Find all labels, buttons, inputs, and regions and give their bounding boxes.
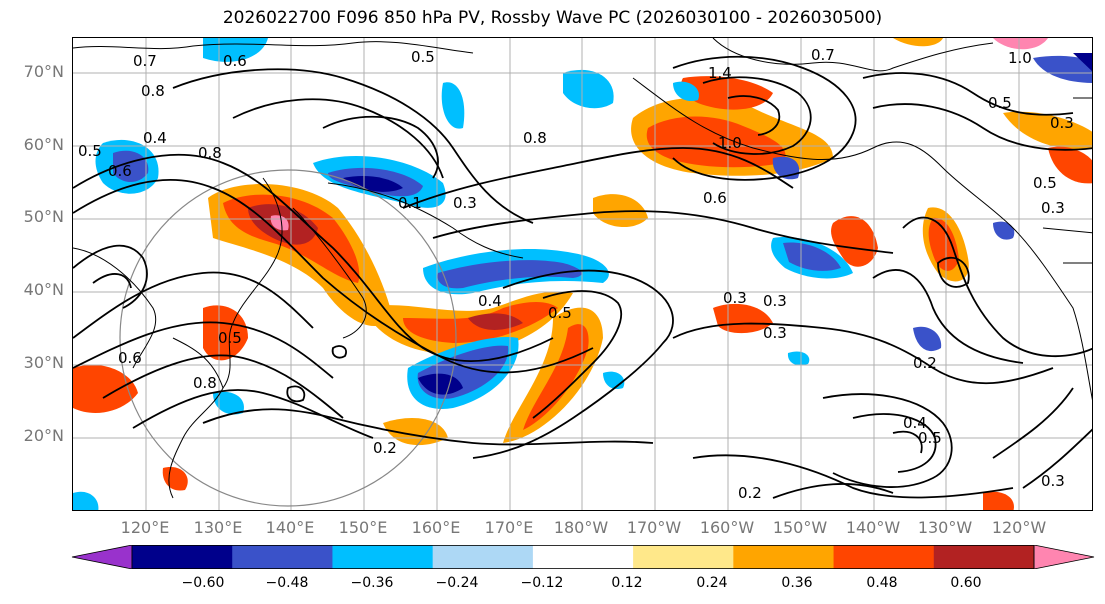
lat-label-60n: 60°N — [23, 135, 64, 154]
colorbar-cell — [232, 545, 333, 569]
colorbar-cell — [332, 545, 434, 569]
map-panel: 0.7 0.6 0.8 0.5 0.4 0.5 0.6 0.8 0.1 0.3 … — [72, 37, 1093, 511]
lon-label-150e: 150°E — [338, 518, 388, 537]
colorbar-tick: −0.12 — [520, 575, 564, 591]
lon-label-130w: 130°W — [917, 518, 973, 537]
lon-label-120w: 120°W — [991, 518, 1047, 537]
contour-label: 0.5 — [918, 429, 942, 447]
pv-contours — [73, 55, 1092, 499]
colorbar-cells — [71, 545, 1095, 569]
colorbar-cell — [633, 545, 734, 569]
colorbar-tick: −0.36 — [350, 575, 394, 591]
contour-label: 0.3 — [1041, 199, 1065, 217]
contour-label: 1.4 — [708, 64, 732, 82]
contour-label: 0.5 — [988, 94, 1012, 112]
colorbar-extend-min — [71, 545, 133, 569]
contour-label: 0.8 — [141, 82, 165, 100]
contour-label: 0.3 — [1050, 114, 1074, 132]
lon-label-130e: 130°E — [193, 518, 243, 537]
map-canvas: 0.7 0.6 0.8 0.5 0.4 0.5 0.6 0.8 0.1 0.3 … — [73, 38, 1092, 510]
colorbar-cell — [933, 545, 1035, 569]
contour-label: 0.8 — [193, 374, 217, 392]
lon-label-170w: 170°W — [626, 518, 682, 537]
colorbar-tick: 0.36 — [781, 575, 813, 591]
lon-label-170e: 170°E — [484, 518, 534, 537]
contour-label: 0.6 — [108, 162, 132, 180]
lat-label-40n: 40°N — [23, 280, 64, 299]
contour-label: 0.4 — [478, 292, 502, 310]
contour-labels: 0.7 0.6 0.8 0.5 0.4 0.5 0.6 0.8 0.1 0.3 … — [78, 46, 1074, 502]
lon-label-120e: 120°E — [120, 518, 170, 537]
contour-label: 0.5 — [548, 304, 572, 322]
contour-label: 0.4 — [143, 129, 167, 147]
lon-label-140e: 140°E — [265, 518, 315, 537]
contour-label: 0.8 — [523, 129, 547, 147]
contour-label: 0.3 — [1041, 472, 1065, 490]
map-title: 2026022700 F096 850 hPa PV, Rossby Wave … — [222, 8, 883, 28]
colorbar-cell — [532, 545, 634, 569]
lat-label-70n: 70°N — [23, 62, 64, 81]
lon-label-160w: 160°W — [699, 518, 755, 537]
colorbar-cell — [132, 545, 233, 569]
contour-label: 0.3 — [763, 324, 787, 342]
contour-label: 0.1 — [398, 194, 422, 212]
contour-label: 0.5 — [411, 48, 435, 66]
contour-label: 1.0 — [718, 134, 742, 152]
contour-label: 0.5 — [218, 329, 242, 347]
contour-label: 0.4 — [903, 414, 927, 432]
contour-label: 0.3 — [763, 292, 787, 310]
contour-label: 0.3 — [723, 289, 747, 307]
lat-label-20n: 20°N — [23, 426, 64, 445]
contour-label: 0.5 — [1033, 174, 1057, 192]
lat-label-50n: 50°N — [23, 207, 64, 226]
colorbar-cell — [833, 545, 935, 569]
contour-label: 0.3 — [453, 194, 477, 212]
contour-label: 0.7 — [811, 46, 835, 64]
lon-label-150w: 150°W — [772, 518, 828, 537]
radius-circle — [119, 169, 457, 507]
colorbar-tick: 0.60 — [950, 575, 982, 591]
colorbar-tick: −0.48 — [265, 575, 309, 591]
contour-label: 1.0 — [1008, 49, 1032, 67]
contour-label: 0.8 — [198, 144, 222, 162]
colorbar-extend-max — [1033, 545, 1095, 569]
colorbar-tick: −0.24 — [435, 575, 479, 591]
colorbar-cell — [432, 545, 534, 569]
lat-label-30n: 30°N — [23, 353, 64, 372]
contour-label: 0.6 — [223, 52, 247, 70]
contour-label: 0.2 — [373, 439, 397, 457]
colorbar-tick: 0.48 — [866, 575, 898, 591]
colorbar — [71, 545, 1095, 569]
contour-label: 0.2 — [913, 354, 937, 372]
colorbar-outline — [131, 545, 1035, 569]
colorbar-tick: 0.24 — [696, 575, 728, 591]
coastlines — [73, 38, 1092, 499]
colorbar-tick: 0.12 — [611, 575, 643, 591]
colorbar-cell — [733, 545, 835, 569]
contour-label: 0.2 — [738, 484, 762, 502]
colorbar-tick: −0.60 — [181, 575, 225, 591]
contour-label: 0.6 — [118, 349, 142, 367]
contour-label: 0.5 — [78, 142, 102, 160]
lon-label-140w: 140°W — [845, 518, 901, 537]
contour-label: 0.6 — [703, 189, 727, 207]
contour-label: 0.7 — [133, 52, 157, 70]
graticule — [73, 38, 1092, 510]
lon-label-180w: 180°W — [553, 518, 609, 537]
lon-label-160e: 160°E — [411, 518, 461, 537]
